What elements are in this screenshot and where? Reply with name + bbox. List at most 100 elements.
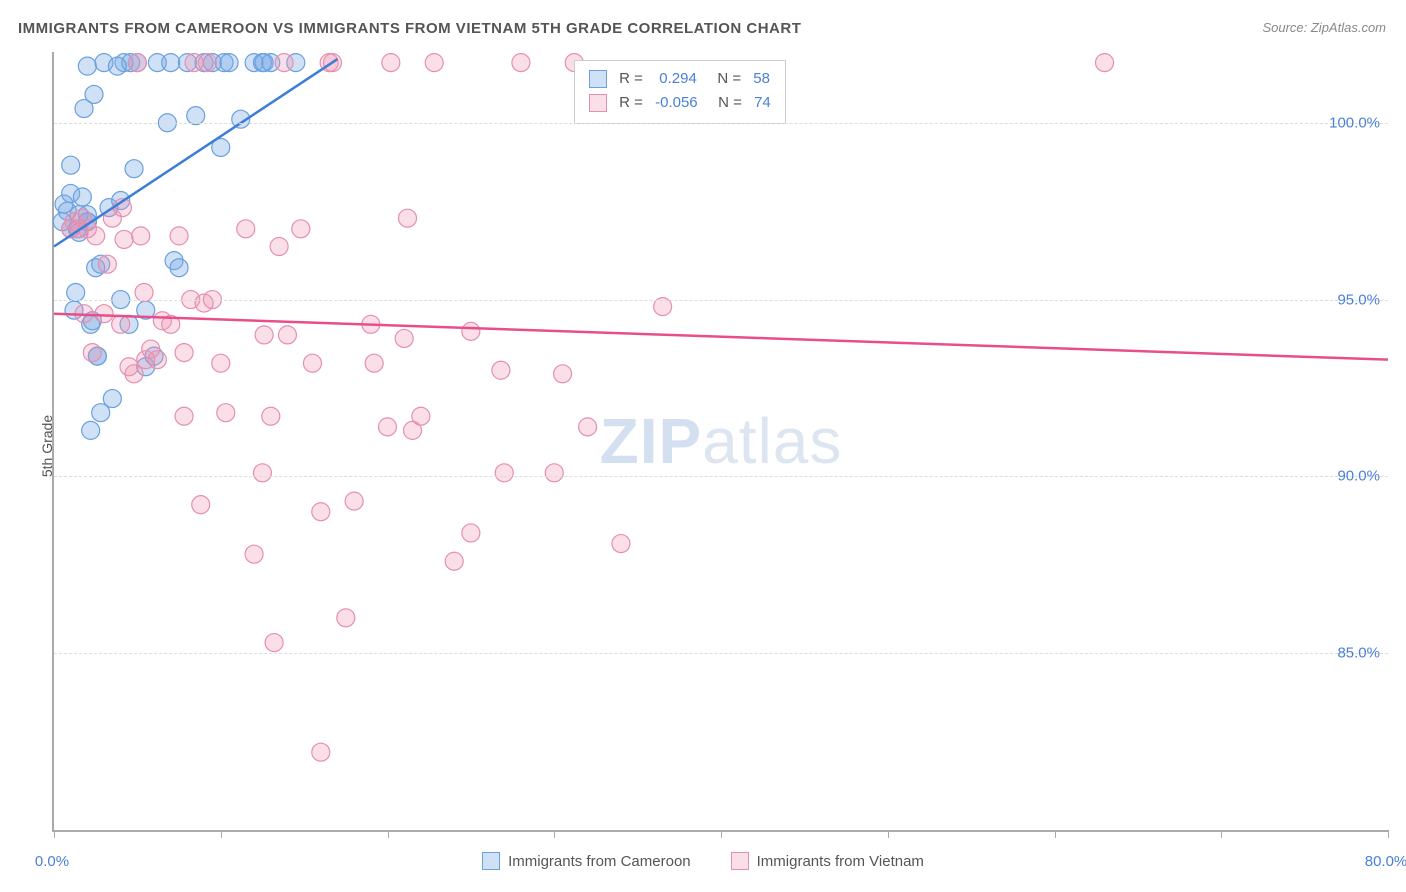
chart-title: IMMIGRANTS FROM CAMEROON VS IMMIGRANTS F… bbox=[18, 20, 801, 37]
scatter-point bbox=[399, 209, 417, 227]
scatter-point bbox=[62, 156, 80, 174]
scatter-point bbox=[82, 421, 100, 439]
x-tick bbox=[221, 830, 222, 838]
y-tick-label: 95.0% bbox=[1337, 291, 1380, 308]
scatter-point bbox=[379, 418, 397, 436]
scatter-point bbox=[78, 57, 96, 75]
scatter-point bbox=[545, 464, 563, 482]
stat-r-label: R = bbox=[615, 67, 647, 91]
scatter-point bbox=[292, 220, 310, 238]
series-swatch bbox=[589, 94, 607, 112]
scatter-point bbox=[73, 188, 91, 206]
scatter-point bbox=[312, 743, 330, 761]
legend-swatch bbox=[731, 852, 749, 870]
scatter-point bbox=[170, 259, 188, 277]
grid-line bbox=[54, 476, 1388, 477]
scatter-point bbox=[253, 464, 271, 482]
stat-r-label: R = bbox=[615, 91, 647, 115]
scatter-point bbox=[125, 160, 143, 178]
scatter-point bbox=[462, 322, 480, 340]
scatter-point bbox=[212, 354, 230, 372]
scatter-point bbox=[162, 54, 180, 72]
trend-line bbox=[54, 314, 1388, 360]
grid-line bbox=[54, 653, 1388, 654]
x-tick bbox=[721, 830, 722, 838]
scatter-point bbox=[103, 390, 121, 408]
scatter-point bbox=[337, 609, 355, 627]
scatter-point bbox=[262, 407, 280, 425]
stats-row: R = -0.056 N = 74 bbox=[589, 91, 771, 115]
scatter-point bbox=[554, 365, 572, 383]
scatter-point bbox=[98, 255, 116, 273]
legend-item: Immigrants from Vietnam bbox=[731, 852, 924, 870]
scatter-point bbox=[55, 195, 73, 213]
scatter-point bbox=[217, 404, 235, 422]
scatter-point bbox=[237, 220, 255, 238]
scatter-point bbox=[175, 407, 193, 425]
scatter-point bbox=[128, 54, 146, 72]
y-tick-label: 85.0% bbox=[1337, 645, 1380, 662]
scatter-point bbox=[108, 57, 126, 75]
legend-item: Immigrants from Cameroon bbox=[482, 852, 691, 870]
series-swatch bbox=[589, 70, 607, 88]
scatter-svg bbox=[54, 52, 1388, 830]
x-tick-label-right: 80.0% bbox=[1365, 853, 1406, 870]
stat-n-value: 74 bbox=[754, 91, 771, 115]
scatter-point bbox=[87, 227, 105, 245]
x-tick bbox=[1055, 830, 1056, 838]
scatter-point bbox=[175, 344, 193, 362]
scatter-point bbox=[148, 351, 166, 369]
scatter-point bbox=[412, 407, 430, 425]
scatter-point bbox=[85, 85, 103, 103]
x-tick bbox=[54, 830, 55, 838]
x-tick bbox=[1221, 830, 1222, 838]
scatter-point bbox=[278, 326, 296, 344]
scatter-point bbox=[612, 535, 630, 553]
scatter-point bbox=[382, 54, 400, 72]
scatter-point bbox=[112, 315, 130, 333]
scatter-point bbox=[425, 54, 443, 72]
stat-r-value: -0.056 bbox=[655, 91, 698, 115]
scatter-point bbox=[245, 545, 263, 563]
scatter-point bbox=[220, 54, 238, 72]
legend-swatch bbox=[482, 852, 500, 870]
scatter-point bbox=[132, 227, 150, 245]
scatter-point bbox=[303, 354, 321, 372]
scatter-point bbox=[170, 227, 188, 245]
scatter-point bbox=[579, 418, 597, 436]
stats-row: R = 0.294 N = 58 bbox=[589, 67, 771, 91]
scatter-point bbox=[365, 354, 383, 372]
scatter-point bbox=[95, 305, 113, 323]
legend-bottom: Immigrants from Cameroon Immigrants from … bbox=[0, 852, 1406, 870]
grid-line bbox=[54, 123, 1388, 124]
chart-container: IMMIGRANTS FROM CAMEROON VS IMMIGRANTS F… bbox=[0, 0, 1406, 892]
scatter-point bbox=[512, 54, 530, 72]
scatter-point bbox=[495, 464, 513, 482]
x-tick bbox=[888, 830, 889, 838]
scatter-point bbox=[445, 552, 463, 570]
stats-legend-box: R = 0.294 N = 58 R = -0.056 N = 74 bbox=[574, 60, 786, 124]
x-tick-label-left: 0.0% bbox=[35, 853, 69, 870]
legend-label: Immigrants from Cameroon bbox=[508, 853, 691, 870]
plot-area: ZIPatlas R = 0.294 N = 58 R = -0.056 N =… bbox=[52, 52, 1388, 832]
grid-line bbox=[54, 300, 1388, 301]
scatter-point bbox=[265, 634, 283, 652]
scatter-point bbox=[1096, 54, 1114, 72]
stat-n-label: N = bbox=[705, 67, 745, 91]
scatter-point bbox=[192, 496, 210, 514]
scatter-point bbox=[395, 329, 413, 347]
x-tick bbox=[1388, 830, 1389, 838]
stat-n-value: 58 bbox=[753, 67, 770, 91]
x-tick bbox=[554, 830, 555, 838]
scatter-point bbox=[83, 344, 101, 362]
stat-n-label: N = bbox=[706, 91, 746, 115]
legend-label: Immigrants from Vietnam bbox=[757, 853, 924, 870]
scatter-point bbox=[270, 238, 288, 256]
scatter-point bbox=[275, 54, 293, 72]
scatter-point bbox=[115, 230, 133, 248]
x-tick bbox=[388, 830, 389, 838]
y-tick-label: 100.0% bbox=[1329, 114, 1380, 131]
scatter-point bbox=[312, 503, 330, 521]
scatter-point bbox=[255, 326, 273, 344]
chart-source: Source: ZipAtlas.com bbox=[1262, 20, 1386, 35]
